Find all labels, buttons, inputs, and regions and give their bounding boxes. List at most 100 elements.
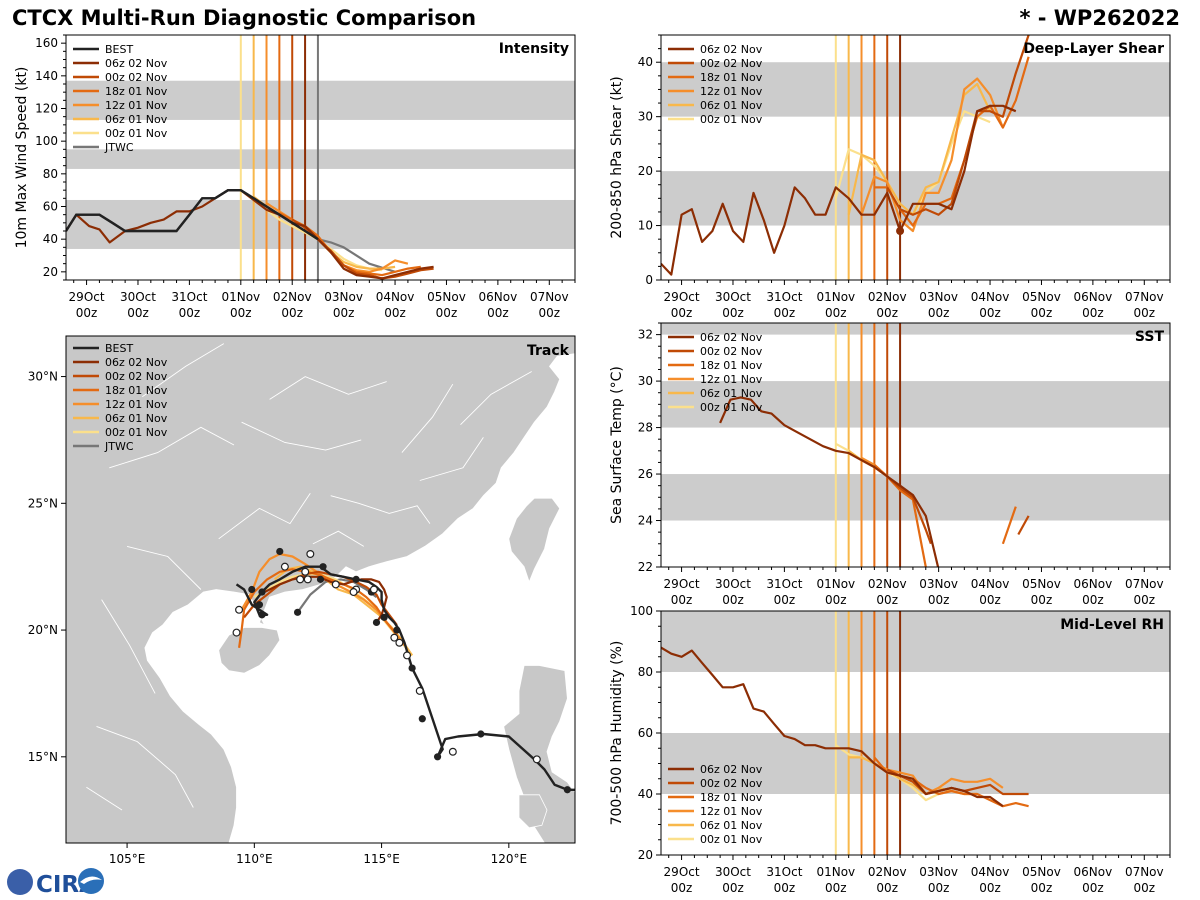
track-point-filled — [316, 575, 325, 583]
legend-entry: 12z 01 Nov — [700, 373, 763, 386]
x-tick-label: 01Nov — [816, 577, 855, 591]
x-tick-sublabel: 00z — [1082, 881, 1104, 895]
panel-rh: 29Oct 00z 30Oct 00z 31Oct 00z 01Nov 00z 02Nov 00z… — [609, 604, 1171, 895]
x-tick-sublabel: 00z — [979, 881, 1001, 895]
shaded-band — [661, 611, 1170, 672]
track-point-filled — [393, 626, 401, 634]
legend-entry: 06z 02 Nov — [105, 356, 168, 369]
y-tick-label: 20 — [43, 265, 58, 279]
logo-swirl — [80, 876, 102, 884]
y-tick-label: 100 — [630, 604, 653, 618]
y-tick-label: 32 — [638, 328, 653, 342]
x-tick-label: 03Nov — [324, 290, 363, 304]
track-point-open — [395, 638, 404, 647]
land-taiwan — [508, 497, 561, 584]
track-point-open — [235, 605, 244, 614]
x-tick-sublabel: 00z — [671, 593, 693, 607]
admin-border — [218, 492, 311, 540]
panel-title: SST — [1135, 329, 1165, 345]
panel-track: 105°E 110°E 115°E 120°E 15°N 20°N 25°N 30°N Trac… — [28, 335, 576, 866]
x-tick-label: 05Nov — [1022, 577, 1061, 591]
x-tick-label: 06Nov — [479, 290, 518, 304]
track-line — [258, 575, 388, 624]
x-tick-label: 04Nov — [971, 290, 1010, 304]
track-point-open — [232, 628, 241, 637]
land-luzon — [503, 665, 575, 843]
x-tick-sublabel: 00z — [876, 593, 898, 607]
admin-border — [312, 530, 365, 547]
legend-entry: 00z 01 Nov — [105, 127, 168, 140]
legend-entry: 18z 01 Nov — [700, 71, 763, 84]
x-tick-sublabel: 00z — [539, 306, 561, 320]
legend-entry: 00z 02 Nov — [105, 370, 168, 383]
x-tick-label: 03Nov — [919, 577, 958, 591]
x-tick-label: 31Oct — [766, 865, 802, 879]
lat-tick-label: 15°N — [28, 750, 58, 764]
x-tick-sublabel: 00z — [928, 881, 950, 895]
legend-entry: 06z 01 Nov — [700, 99, 763, 112]
y-tick-label: 40 — [638, 787, 653, 801]
x-tick-sublabel: 00z — [774, 593, 796, 607]
x-tick-label: 07Nov — [530, 290, 569, 304]
plot-area — [661, 35, 1170, 280]
legend-entry: 18z 01 Nov — [105, 85, 168, 98]
panel-title: Intensity — [499, 41, 569, 57]
lon-tick-label: 110°E — [236, 852, 273, 866]
track-point-filled — [372, 618, 381, 627]
track-point-open — [280, 562, 289, 571]
track-point-filled — [293, 608, 302, 616]
track-point-open — [390, 633, 399, 642]
y-axis-label: 200-850 hPa Shear (kt) — [609, 76, 625, 238]
track-point-filled — [319, 563, 327, 571]
x-tick-sublabel: 00z — [876, 306, 898, 320]
track-point-filled — [380, 613, 388, 621]
x-tick-label: 05Nov — [1022, 290, 1061, 304]
legend-entry: 00z 01 Nov — [700, 401, 763, 414]
series-line — [886, 35, 1030, 216]
x-tick-sublabel: 00z — [1082, 593, 1104, 607]
y-tick-label: 20 — [638, 848, 653, 862]
legend-entry: JTWC — [104, 141, 134, 154]
legend-entry: 12z 01 Nov — [105, 398, 168, 411]
panel-title: Track — [527, 343, 570, 359]
y-tick-label: 28 — [638, 421, 653, 435]
admin-border — [126, 545, 202, 590]
x-tick-sublabel: 00z — [722, 306, 744, 320]
x-tick-sublabel: 00z — [979, 593, 1001, 607]
track-point-open — [306, 550, 315, 559]
legend-entry: BEST — [105, 43, 133, 56]
x-tick-sublabel: 00z — [928, 306, 950, 320]
x-tick-sublabel: 00z — [281, 306, 303, 320]
series-line — [661, 104, 1017, 276]
admin-border — [330, 495, 431, 524]
track-line — [296, 578, 378, 613]
x-tick-label: 29Oct — [664, 290, 700, 304]
x-tick-label: 05Nov — [427, 290, 466, 304]
admin-border — [269, 376, 387, 400]
x-tick-label: 06Nov — [1074, 577, 1113, 591]
admin-border — [142, 343, 225, 398]
legend-entry: 06z 01 Nov — [105, 412, 168, 425]
track-point-open — [532, 755, 541, 764]
y-tick-label: 60 — [43, 200, 58, 214]
x-tick-label: 07Nov — [1125, 290, 1164, 304]
track-point-filled — [563, 786, 571, 794]
y-tick-label: 20 — [638, 164, 653, 178]
x-tick-label: 29Oct — [664, 865, 700, 879]
x-tick-sublabel: 00z — [876, 881, 898, 895]
y-axis-label: Sea Surface Temp (°C) — [609, 366, 625, 524]
legend-entry: 12z 01 Nov — [700, 85, 763, 98]
legend-entry: 18z 01 Nov — [700, 359, 763, 372]
x-tick-sublabel: 00z — [825, 306, 847, 320]
series-line — [317, 238, 396, 273]
y-tick-label: 30 — [638, 110, 653, 124]
legend-entry: JTWC — [104, 440, 134, 453]
x-tick-sublabel: 00z — [774, 881, 796, 895]
x-tick-label: 03Nov — [919, 290, 958, 304]
x-tick-label: 02Nov — [273, 290, 312, 304]
admin-border — [401, 383, 454, 453]
track-point-filled — [418, 715, 426, 723]
